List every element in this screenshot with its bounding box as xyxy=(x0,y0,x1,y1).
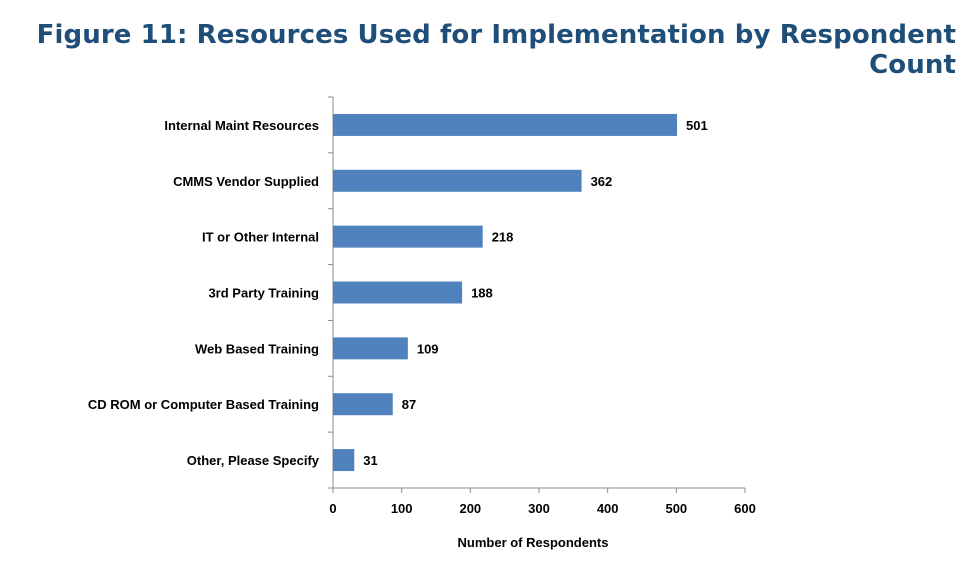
bars xyxy=(333,113,678,472)
category-label: CMMS Vendor Supplied xyxy=(173,174,319,189)
data-label: 188 xyxy=(471,286,493,301)
bar xyxy=(333,449,355,472)
category-label: IT or Other Internal xyxy=(202,230,319,245)
bar xyxy=(333,393,393,416)
category-label: Web Based Training xyxy=(195,341,319,356)
x-tick-label: 500 xyxy=(665,501,687,516)
data-label: 31 xyxy=(363,453,377,468)
bar xyxy=(333,169,582,192)
bar xyxy=(333,281,463,304)
x-tick-labels: 0 100 200 300 400 500 600 xyxy=(329,501,755,516)
category-labels: Internal Maint Resources CMMS Vendor Supp… xyxy=(88,118,320,468)
category-label: Internal Maint Resources xyxy=(164,118,319,133)
category-label: 3rd Party Training xyxy=(208,286,319,301)
bar xyxy=(333,337,408,360)
chart-title: Figure 11: Resources Used for Implementa… xyxy=(36,20,956,80)
x-axis-label: Number of Respondents xyxy=(458,535,609,550)
data-label: 218 xyxy=(492,230,514,245)
data-label: 362 xyxy=(591,174,613,189)
x-tick-label: 100 xyxy=(391,501,413,516)
bar xyxy=(333,225,483,248)
x-tick-label: 0 xyxy=(329,501,336,516)
data-label: 87 xyxy=(402,397,416,412)
data-label: 501 xyxy=(686,118,708,133)
bar xyxy=(333,113,678,136)
x-tick-label: 600 xyxy=(734,501,756,516)
category-label: Other, Please Specify xyxy=(187,453,320,468)
data-label: 109 xyxy=(417,341,439,356)
x-tick-label: 200 xyxy=(459,501,481,516)
x-tick-label: 300 xyxy=(528,501,550,516)
data-labels: 501 362 218 188 109 87 31 xyxy=(363,118,707,468)
category-label: CD ROM or Computer Based Training xyxy=(88,397,319,412)
x-tick-label: 400 xyxy=(597,501,619,516)
